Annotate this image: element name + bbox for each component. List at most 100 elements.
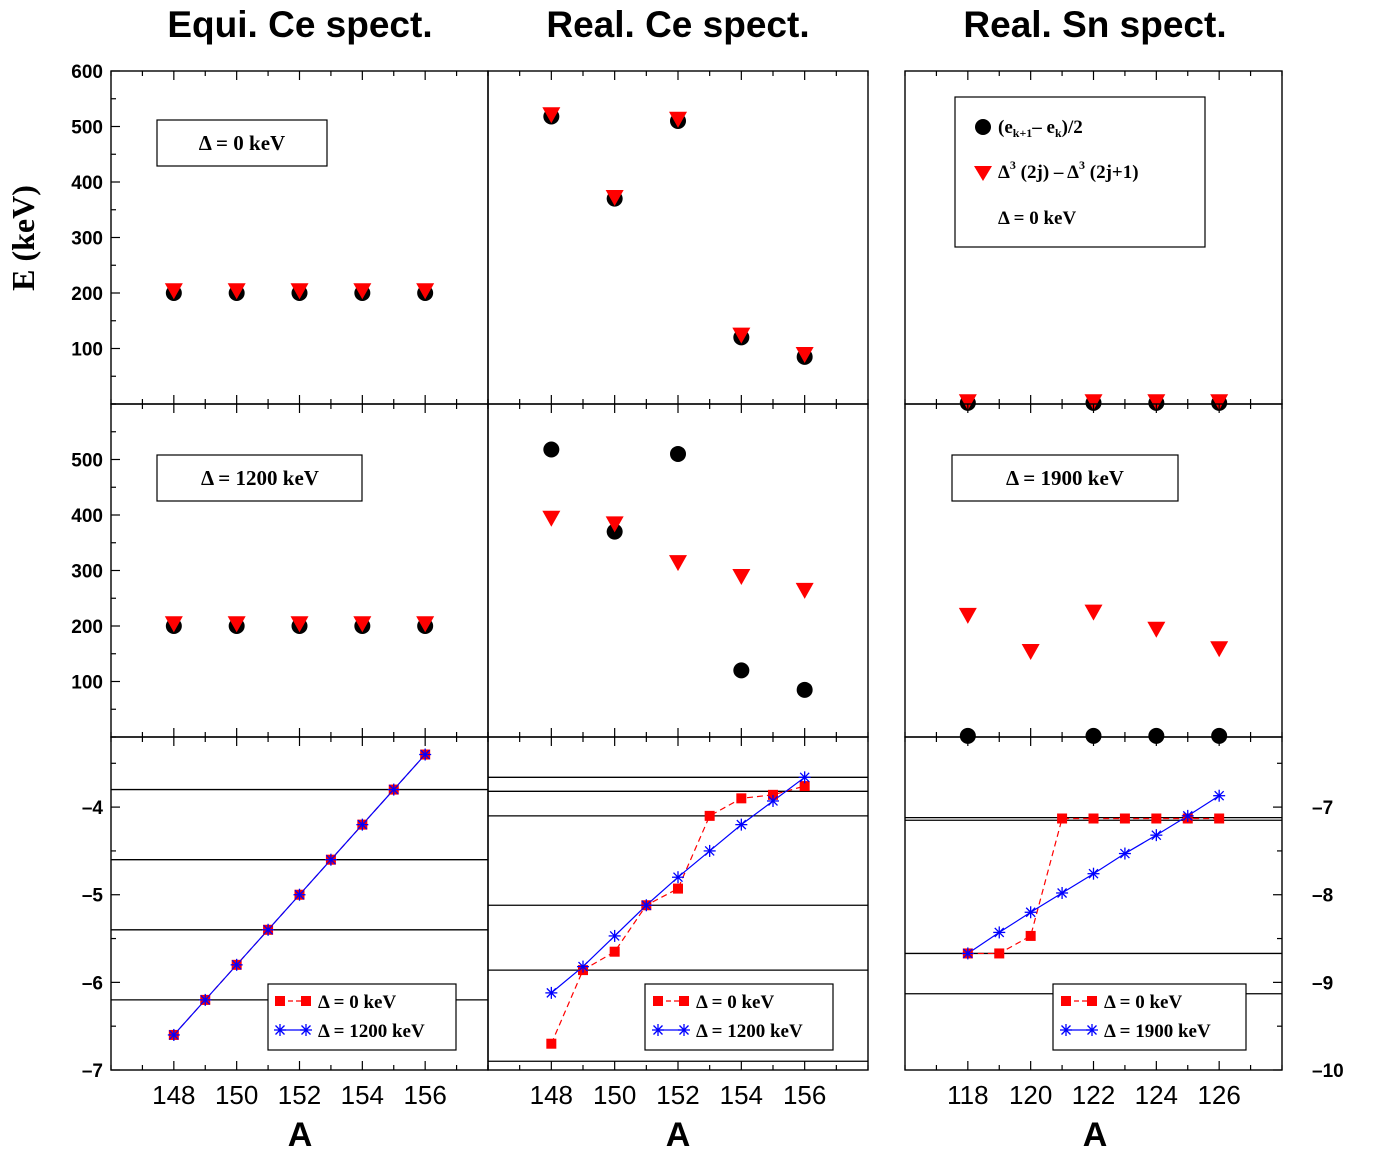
legend-real-ce: Δ = 0 keV Δ = 1200 keV <box>645 984 833 1050</box>
y-tick-label: –10 <box>1312 1061 1344 1082</box>
data-point-star <box>1056 887 1068 899</box>
x-tick-label: 150 <box>593 1080 636 1110</box>
x-axis-label-col3: A <box>1083 1116 1108 1153</box>
data-point-square <box>705 811 715 821</box>
data-point-star <box>1119 848 1131 860</box>
delta-box-equi-top-text: Δ = 0 keV <box>199 131 285 155</box>
series-line-square <box>968 818 1219 953</box>
x-tick-label: 156 <box>783 1080 826 1110</box>
data-point-star <box>799 771 811 783</box>
data-point-star <box>735 819 747 831</box>
data-point-triangle <box>732 569 750 585</box>
data-point-circle <box>797 682 813 698</box>
x-tick-label: 122 <box>1072 1080 1115 1110</box>
data-point-square <box>1089 813 1099 823</box>
col-title-equi-ce: Equi. Ce spect. <box>167 4 432 45</box>
data-point-square <box>994 948 1004 958</box>
data-point-circle <box>733 662 749 678</box>
legend-equi-ce-label-1: Δ = 1200 keV <box>318 1021 425 1042</box>
y-tick-label: –5 <box>82 886 104 907</box>
data-point-star <box>640 899 652 911</box>
y-tick-label: 300 <box>71 229 103 250</box>
legend-triangle-label: Δ3 (2j) – Δ3 (2j+1) <box>998 158 1139 183</box>
legend-circle-marker <box>975 119 991 135</box>
data-point-star <box>1150 829 1162 841</box>
data-point-square <box>1057 813 1067 823</box>
delta-box-equi-mid: Δ = 1200 keV <box>157 455 362 501</box>
data-point-star <box>388 784 400 796</box>
panel-row2-col2 <box>488 404 868 737</box>
data-point-triangle <box>1085 605 1103 621</box>
y-tick-label: 600 <box>71 62 103 83</box>
y-tick-label: 300 <box>71 562 103 583</box>
data-point-star <box>609 930 621 942</box>
x-tick-label: 126 <box>1197 1080 1240 1110</box>
data-point-star <box>993 926 1005 938</box>
x-axis-label-col2: A <box>666 1116 691 1153</box>
data-point-star <box>1182 810 1194 822</box>
data-point-star <box>672 871 684 883</box>
data-point-star <box>262 924 274 936</box>
delta-box-sn-mid-text: Δ = 1900 keV <box>1006 466 1124 490</box>
data-point-star <box>1088 868 1100 880</box>
data-point-star <box>168 1029 180 1041</box>
y-tick-label: –4 <box>82 798 104 819</box>
y-tick-label: –9 <box>1312 973 1333 994</box>
x-tick-label: 154 <box>341 1080 384 1110</box>
data-point-circle <box>670 446 686 462</box>
data-point-circle <box>543 442 559 458</box>
data-point-triangle <box>1147 622 1165 638</box>
panel-row3-col3: 118 120 122 124 126–10–9–8–7 <box>905 737 1344 1110</box>
y-tick-label: 400 <box>71 173 103 194</box>
x-tick-label: 152 <box>656 1080 699 1110</box>
data-point-star <box>1025 906 1037 918</box>
x-tick-label: 124 <box>1135 1080 1178 1110</box>
data-point-star <box>1213 790 1225 802</box>
data-point-star <box>294 889 306 901</box>
legend-delta-label: Δ = 0 keV <box>998 208 1076 229</box>
data-point-square <box>1026 931 1036 941</box>
delta-box-equi-top: Δ = 0 keV <box>157 120 327 166</box>
x-tick-label: 156 <box>403 1080 446 1110</box>
x-tick-label: 152 <box>278 1080 321 1110</box>
y-tick-label: 500 <box>71 118 103 139</box>
legend-real-ce-label-1: Δ = 1200 keV <box>696 1021 803 1042</box>
legend-real-sn: Δ = 0 keV Δ = 1900 keV <box>1053 984 1246 1050</box>
y-tick-label: 200 <box>71 284 103 305</box>
y-tick-label: 200 <box>71 617 103 638</box>
top-legend: (ek+1– ek)/2 Δ3 (2j) – Δ3 (2j+1) Δ = 0 k… <box>955 97 1205 247</box>
y-tick-label: –6 <box>82 973 103 994</box>
panel-frame <box>111 404 488 737</box>
data-point-square <box>736 793 746 803</box>
panel-row1-col2 <box>488 71 868 404</box>
data-point-star <box>356 819 368 831</box>
legend-equi-ce-label-0: Δ = 0 keV <box>318 992 396 1013</box>
legend-real-sn-label-1: Δ = 1900 keV <box>1104 1021 1211 1042</box>
legend-real-ce-label-0: Δ = 0 keV <box>696 992 774 1013</box>
data-point-triangle <box>959 608 977 624</box>
x-tick-label: 148 <box>530 1080 573 1110</box>
data-point-triangle <box>796 583 814 599</box>
legend-real-sn-label-0: Δ = 0 keV <box>1104 992 1182 1013</box>
col-title-real-ce: Real. Ce spect. <box>546 4 809 45</box>
x-tick-label: 154 <box>720 1080 763 1110</box>
data-point-square <box>673 884 683 894</box>
col-title-real-sn: Real. Sn spect. <box>963 4 1226 45</box>
data-point-star <box>199 994 211 1006</box>
y-tick-label: –7 <box>1312 798 1333 819</box>
data-point-star <box>231 959 243 971</box>
y-tick-label: –8 <box>1312 886 1333 907</box>
y-tick-label: 400 <box>71 506 103 527</box>
data-point-triangle <box>542 511 560 527</box>
data-point-triangle <box>669 555 687 571</box>
data-point-square <box>546 1039 556 1049</box>
y-tick-label: 500 <box>71 451 103 472</box>
x-tick-label: 148 <box>152 1080 195 1110</box>
data-point-triangle <box>1210 641 1228 657</box>
x-tick-label: 150 <box>215 1080 258 1110</box>
data-point-square <box>610 947 620 957</box>
data-point-triangle <box>1022 644 1040 660</box>
data-point-square <box>1214 813 1224 823</box>
data-point-square <box>1151 813 1161 823</box>
